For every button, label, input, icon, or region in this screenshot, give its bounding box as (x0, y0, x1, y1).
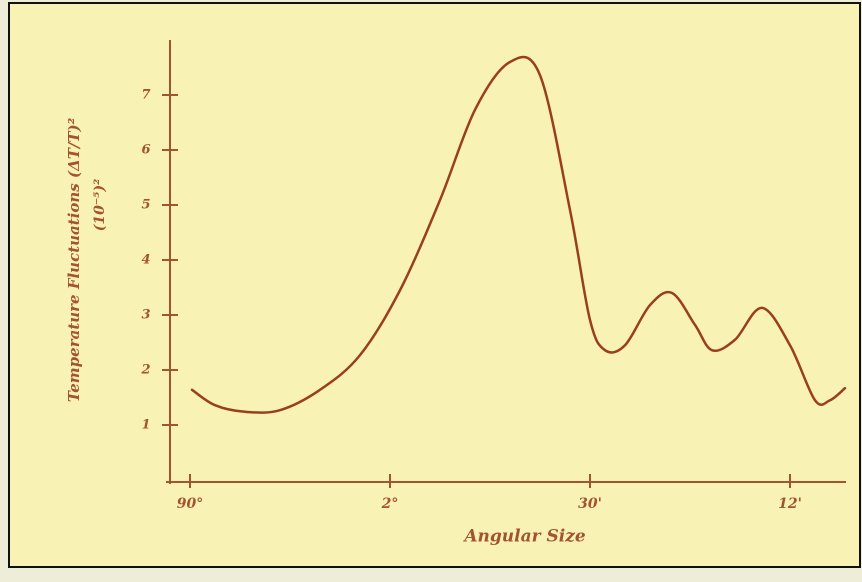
x-tick-label: 12' (778, 496, 802, 512)
x-axis-label: Angular Size (462, 527, 586, 547)
y-tick-label: 4 (141, 253, 150, 268)
y-tick-label: 2 (140, 363, 150, 378)
data-line (190, 55, 847, 414)
x-tick-label: 30' (578, 496, 602, 512)
y-axis-label: Temperature Fluctuations (ΔT/T)² (65, 117, 83, 402)
y-tick-label: 7 (141, 88, 150, 103)
y-tick-label: 6 (141, 143, 150, 158)
y-axis-label-units: (10⁻⁵)² (92, 179, 108, 231)
x-tick-label: 2° (381, 496, 399, 512)
y-tick-label: 3 (141, 308, 150, 323)
y-tick-label: 5 (141, 198, 150, 213)
x-tick-label: 90° (177, 496, 203, 512)
paper (8, 2, 861, 568)
y-tick-label: 1 (141, 418, 150, 433)
